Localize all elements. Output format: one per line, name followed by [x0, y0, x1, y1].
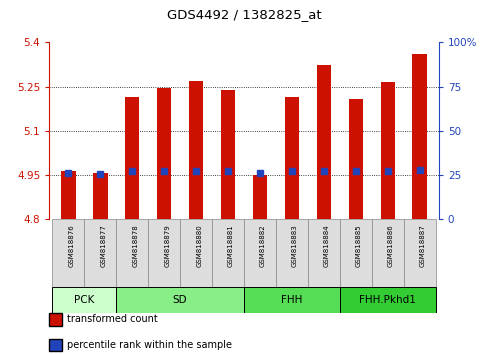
Text: GSM818876: GSM818876 — [69, 224, 74, 267]
Text: transformed count: transformed count — [67, 314, 157, 324]
FancyBboxPatch shape — [276, 219, 308, 287]
Text: GSM818880: GSM818880 — [196, 224, 202, 267]
FancyBboxPatch shape — [340, 287, 436, 313]
Bar — [253, 175, 267, 219]
Text: GSM818882: GSM818882 — [260, 224, 266, 267]
Text: percentile rank within the sample: percentile rank within the sample — [67, 340, 232, 350]
Bar — [221, 90, 235, 219]
FancyBboxPatch shape — [52, 219, 84, 287]
Text: GSM818878: GSM818878 — [132, 224, 139, 267]
Text: SD: SD — [173, 295, 187, 305]
Bar — [413, 54, 427, 219]
FancyBboxPatch shape — [84, 219, 116, 287]
Text: GSM818877: GSM818877 — [101, 224, 106, 267]
Text: GSM818887: GSM818887 — [420, 224, 425, 267]
Text: FHH: FHH — [281, 295, 303, 305]
Text: GSM818879: GSM818879 — [164, 224, 170, 267]
Bar — [125, 97, 140, 219]
Text: GSM818886: GSM818886 — [387, 224, 394, 267]
Text: FHH.Pkhd1: FHH.Pkhd1 — [359, 295, 416, 305]
Bar — [349, 98, 363, 219]
Text: GDS4492 / 1382825_at: GDS4492 / 1382825_at — [167, 8, 321, 21]
Bar — [157, 88, 172, 219]
FancyBboxPatch shape — [180, 219, 212, 287]
Text: GSM818885: GSM818885 — [356, 224, 362, 267]
FancyBboxPatch shape — [340, 219, 372, 287]
Bar — [189, 81, 203, 219]
FancyBboxPatch shape — [244, 219, 276, 287]
FancyBboxPatch shape — [308, 219, 340, 287]
FancyBboxPatch shape — [244, 287, 340, 313]
Text: GSM818884: GSM818884 — [324, 224, 330, 267]
FancyBboxPatch shape — [404, 219, 436, 287]
Bar — [93, 173, 107, 219]
FancyBboxPatch shape — [116, 219, 148, 287]
Text: GSM818881: GSM818881 — [228, 224, 234, 267]
FancyBboxPatch shape — [372, 219, 404, 287]
Bar — [285, 97, 299, 219]
Text: GSM818883: GSM818883 — [292, 224, 298, 267]
FancyBboxPatch shape — [116, 287, 244, 313]
Bar — [381, 82, 395, 219]
Bar — [317, 64, 331, 219]
FancyBboxPatch shape — [52, 287, 116, 313]
Text: PCK: PCK — [74, 295, 95, 305]
FancyBboxPatch shape — [212, 219, 244, 287]
Bar — [61, 171, 75, 219]
FancyBboxPatch shape — [148, 219, 180, 287]
